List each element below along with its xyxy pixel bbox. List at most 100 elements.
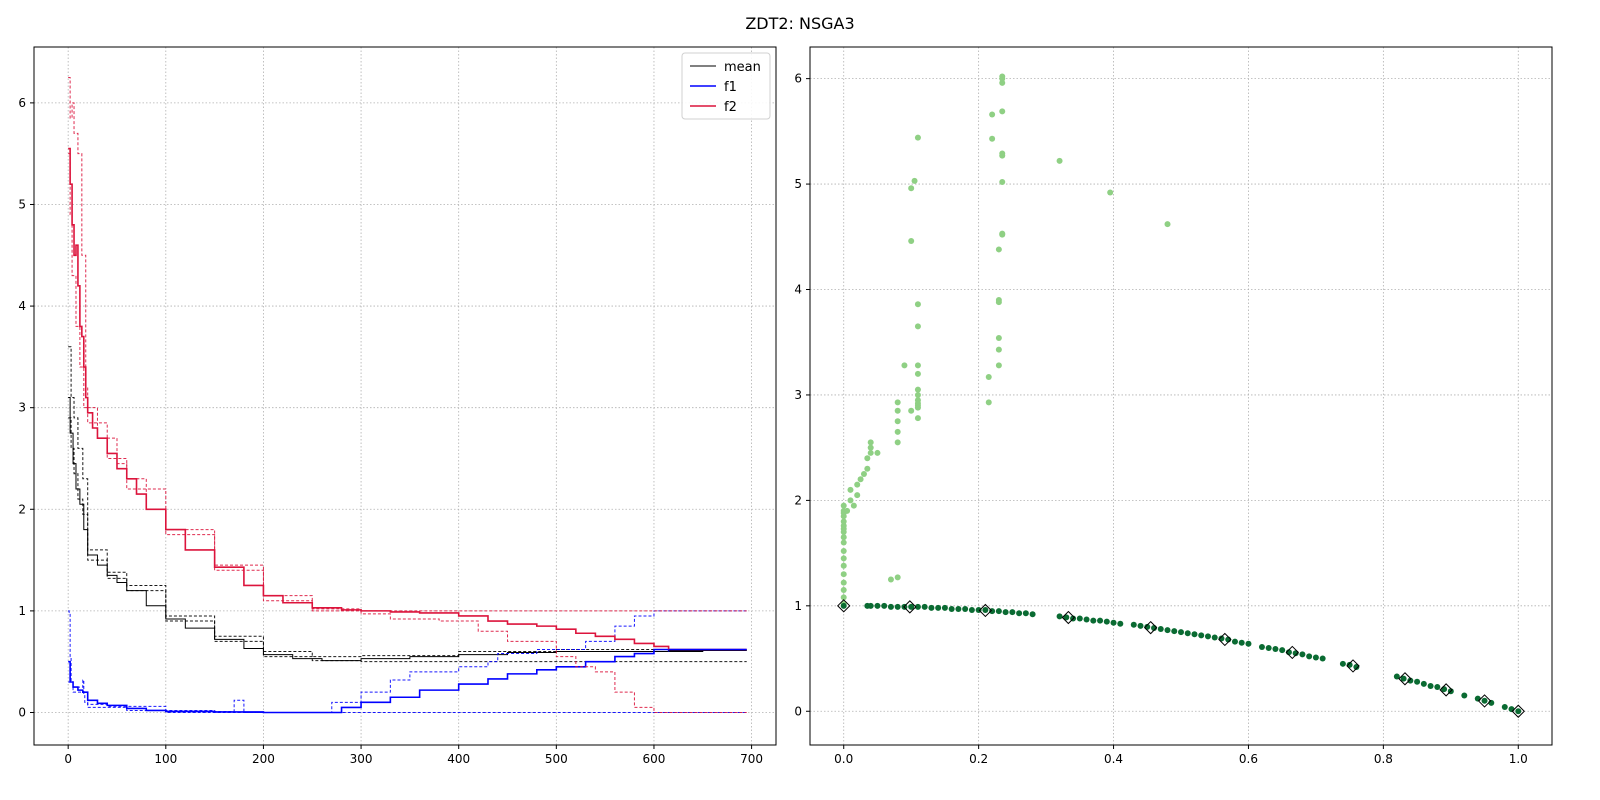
x-tick-label: 0.0 xyxy=(834,752,853,766)
x-tick-label: 200 xyxy=(252,752,275,766)
y-tick-label: 4 xyxy=(794,283,802,297)
scatter-point xyxy=(1164,221,1171,228)
scatter-point xyxy=(1002,609,1009,616)
scatter-point xyxy=(999,150,1006,157)
x-tick-label: 700 xyxy=(740,752,763,766)
scatter-point xyxy=(874,449,881,456)
scatter-point xyxy=(914,391,921,398)
scatter-point xyxy=(1056,613,1063,620)
legend-label-f2: f2 xyxy=(724,100,737,115)
x-tick-label: 300 xyxy=(350,752,373,766)
scatter-point xyxy=(1009,609,1016,616)
scatter-point xyxy=(955,605,962,612)
scatter-point xyxy=(1022,610,1029,617)
scatter-point xyxy=(914,404,921,411)
y-tick-label: 3 xyxy=(18,401,26,415)
legend-box xyxy=(681,52,771,120)
scatter-point xyxy=(982,607,989,614)
x-tick-label: 600 xyxy=(643,752,666,766)
scatter-point xyxy=(864,465,871,472)
scatter-point-diamond xyxy=(1218,632,1232,647)
scatter-point xyxy=(921,603,928,610)
y-tick-label: 1 xyxy=(794,599,802,613)
scatter-point-diamond xyxy=(1285,645,1300,660)
scatter-point xyxy=(1407,677,1414,684)
scatter-point xyxy=(1427,682,1434,689)
scatter-point xyxy=(1414,678,1421,685)
scatter-point xyxy=(995,297,1002,304)
axes-frame xyxy=(33,46,777,746)
x-tick-label: 0.2 xyxy=(969,752,988,766)
scatter-point xyxy=(1501,704,1508,711)
scatter-point-diamond xyxy=(1511,704,1525,718)
scatter-point xyxy=(1515,708,1522,715)
legend-label-f1: f1 xyxy=(724,80,737,95)
scatter-point xyxy=(874,602,881,609)
series-f2 xyxy=(68,147,670,650)
scatter-point xyxy=(1184,630,1191,637)
x-tick-label: 0 xyxy=(64,752,72,766)
x-tick-label: 0.6 xyxy=(1239,752,1258,766)
scatter-point xyxy=(901,362,908,369)
scatter-point xyxy=(1056,157,1063,164)
scatter-point xyxy=(1178,629,1184,636)
scatter-point xyxy=(840,555,847,562)
scatter-point xyxy=(999,73,1006,80)
axes-frame xyxy=(809,46,1553,746)
scatter-point xyxy=(840,547,847,554)
scatter-point xyxy=(995,346,1002,353)
scatter-point xyxy=(941,604,948,611)
y-tick-label: 4 xyxy=(18,299,26,313)
scatter-point xyxy=(1097,617,1104,624)
scatter-point xyxy=(1508,706,1515,713)
scatter-point xyxy=(894,439,901,446)
x-tick-label: 1.0 xyxy=(1509,752,1528,766)
scatter-point xyxy=(864,455,871,462)
scatter-point xyxy=(1434,684,1441,691)
y-tick-label: 0 xyxy=(794,704,802,718)
scatter-point xyxy=(887,603,894,610)
scatter-point xyxy=(894,428,901,435)
scatter-point xyxy=(840,539,847,546)
scatter-point xyxy=(1474,695,1481,702)
y-tick-label: 2 xyxy=(794,493,802,507)
scatter-point xyxy=(867,444,874,451)
scatter-point xyxy=(854,481,861,488)
series-mean-band-lower xyxy=(68,417,747,663)
y-tick-label: 1 xyxy=(18,604,26,618)
scatter-point-diamond xyxy=(1398,672,1412,686)
x-tick-label: 400 xyxy=(447,752,470,766)
scatter-point xyxy=(908,407,915,414)
scatter-point xyxy=(999,108,1006,115)
scatter-point xyxy=(840,571,847,578)
scatter-point xyxy=(1245,640,1252,647)
scatter-point xyxy=(948,605,955,612)
scatter-point xyxy=(995,608,1002,615)
scatter-point xyxy=(995,362,1002,369)
scatter-point-diamond xyxy=(837,599,851,613)
scatter-point xyxy=(847,486,854,493)
scatter-point xyxy=(1339,660,1346,667)
scatter-point xyxy=(1231,638,1238,645)
plot-area-2 xyxy=(837,73,1525,718)
y-tick-label: 6 xyxy=(794,72,802,86)
scatter-point xyxy=(995,335,1002,342)
scatter-point xyxy=(1137,622,1144,629)
scatter-point xyxy=(840,587,847,594)
scatter-point xyxy=(1110,619,1117,626)
scatter-point-diamond xyxy=(1061,610,1076,625)
scatter-point xyxy=(935,604,942,611)
scatter-point xyxy=(1312,654,1319,661)
scatter-point xyxy=(1272,646,1279,653)
scatter-point xyxy=(840,579,847,586)
scatter-point xyxy=(989,111,996,118)
scatter-point xyxy=(1016,610,1023,617)
scatter-point xyxy=(840,534,847,541)
scatter-point-diamond xyxy=(1439,683,1453,697)
scatter-point xyxy=(1238,639,1245,646)
scatter-point xyxy=(1029,611,1036,618)
scatter-point xyxy=(840,518,847,525)
x-tick-label: 500 xyxy=(545,752,568,766)
